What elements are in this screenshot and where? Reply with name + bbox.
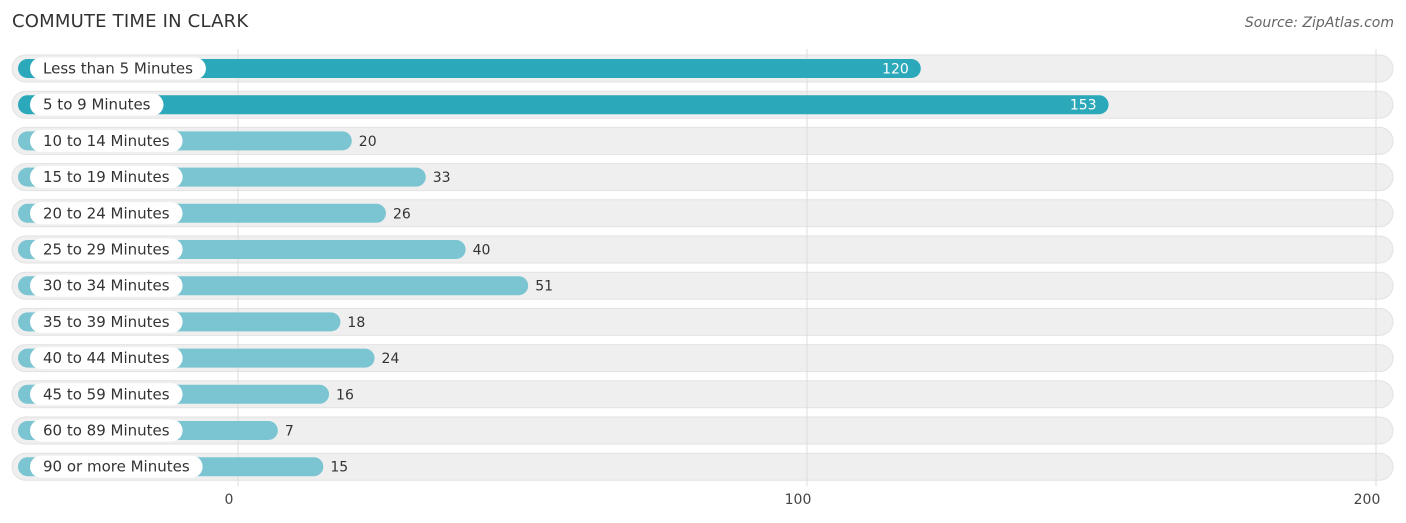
category-label: 45 to 59 Minutes: [43, 385, 170, 403]
category-label-pill: [30, 57, 206, 80]
row-background: [11, 380, 1394, 409]
bar-row: 15 to 19 Minutes 33: [18, 166, 451, 189]
category-label: 40 to 44 Minutes: [43, 349, 170, 367]
category-label: 15 to 19 Minutes: [43, 168, 170, 186]
value-label: 18: [347, 315, 365, 331]
bar: [18, 59, 921, 78]
category-label: 60 to 89 Minutes: [43, 422, 170, 440]
value-label: 24: [382, 351, 400, 367]
category-label: 30 to 34 Minutes: [43, 277, 170, 295]
category-label-pill: [30, 202, 183, 225]
bar-row: 45 to 59 Minutes 16: [18, 383, 354, 406]
bar-row: 35 to 39 Minutes 18: [18, 310, 365, 333]
value-label: 7: [285, 424, 294, 440]
category-label-pill: [30, 166, 183, 189]
category-label: 35 to 39 Minutes: [43, 313, 170, 331]
value-label: 33: [433, 170, 451, 186]
bar-row: 25 to 29 Minutes 40: [18, 238, 491, 261]
bar-row: 10 to 14 Minutes 20: [18, 129, 377, 152]
row-background: [11, 307, 1394, 336]
category-label-pill: [30, 129, 183, 152]
category-label: 10 to 14 Minutes: [43, 132, 170, 150]
gridlines: [237, 49, 1377, 487]
value-label: 153: [1070, 98, 1097, 114]
category-label-pill: [30, 274, 183, 297]
bar-row: 20 to 24 Minutes 26: [18, 202, 411, 225]
bar-rows: [11, 54, 1394, 481]
category-label-pill: [30, 383, 183, 406]
value-label: 15: [330, 460, 348, 476]
row-background: [11, 416, 1394, 445]
bar-row: Less than 5 Minutes 120: [18, 57, 921, 80]
category-label-pill: [30, 455, 203, 478]
category-label: 90 or more Minutes: [43, 458, 190, 476]
category-label: 5 to 9 Minutes: [43, 96, 151, 114]
category-label-pill: [30, 419, 183, 442]
value-label: 16: [336, 387, 354, 403]
chart-source: Source: ZipAtlas.com: [1244, 15, 1394, 31]
value-label: 26: [393, 206, 411, 222]
bar-row: 40 to 44 Minutes 24: [18, 347, 400, 370]
row-background: [11, 126, 1394, 155]
category-label-pill: [30, 93, 164, 116]
category-label-pill: [30, 347, 183, 370]
value-label: 51: [535, 279, 553, 295]
category-label-pill: [30, 238, 183, 261]
value-label: 20: [359, 134, 377, 150]
bar: [18, 95, 1109, 115]
x-tick-label: 100: [785, 492, 812, 508]
bar-row: 60 to 89 Minutes 7: [18, 419, 294, 442]
category-label-pill: [30, 310, 183, 333]
bar-row: 5 to 9 Minutes 153: [18, 93, 1109, 116]
x-tick-label: 200: [1354, 492, 1381, 508]
value-label: 120: [882, 62, 909, 78]
bar-row: 90 or more Minutes 15: [18, 455, 348, 478]
category-label: 20 to 24 Minutes: [43, 204, 170, 222]
bar-row: 30 to 34 Minutes 51: [18, 274, 553, 297]
category-label: Less than 5 Minutes: [43, 60, 193, 78]
bars: Less than 5 Minutes 120 5 to 9 Minutes 153 1…: [18, 57, 1109, 478]
chart-title: COMMUTE TIME IN CLARK: [12, 11, 249, 32]
x-tick-label: 0: [225, 492, 234, 508]
row-background: [11, 452, 1394, 481]
x-axis-ticks: 0 100 200: [225, 492, 1381, 508]
value-label: 40: [473, 243, 491, 259]
category-label: 25 to 29 Minutes: [43, 241, 170, 259]
